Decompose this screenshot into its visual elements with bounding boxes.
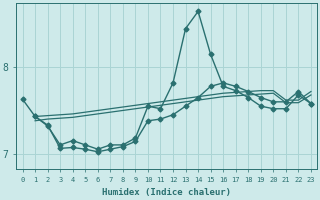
X-axis label: Humidex (Indice chaleur): Humidex (Indice chaleur) [102, 188, 231, 197]
